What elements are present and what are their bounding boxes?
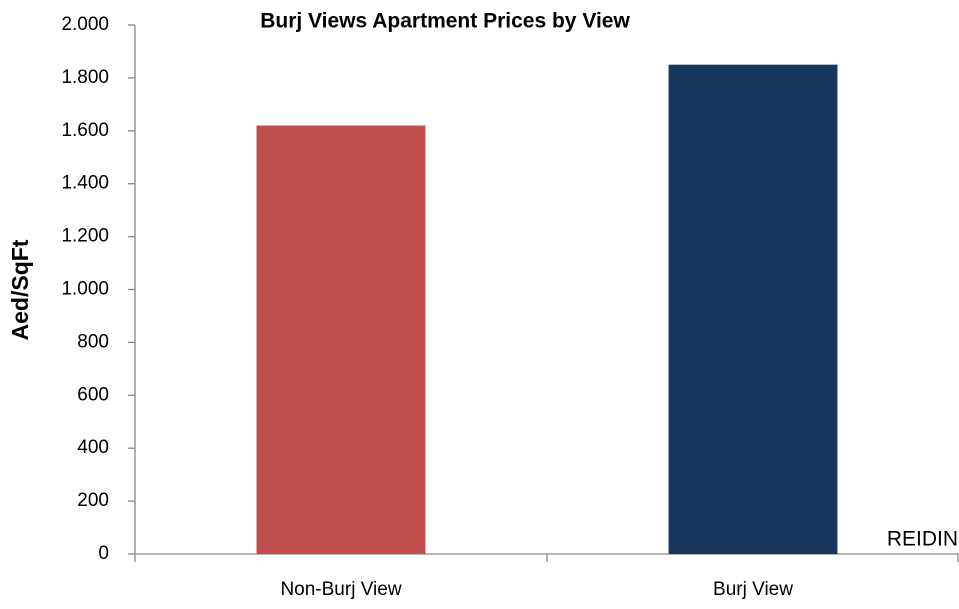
y-tick-label: 2.000 — [61, 14, 109, 35]
y-tick-label: 800 — [77, 331, 109, 352]
y-tick-label: 1.000 — [61, 279, 109, 300]
y-tick-label: 600 — [77, 384, 109, 405]
x-tick-label: Non-Burj View — [280, 579, 401, 600]
bar — [668, 64, 838, 555]
annotation: REIDIN — [887, 528, 958, 551]
y-tick-label: 400 — [77, 437, 109, 458]
x-tick-label: Burj View — [713, 579, 793, 600]
chart-title: Burj Views Apartment Prices by View — [260, 10, 630, 33]
y-tick-label: 200 — [77, 490, 109, 511]
y-tick-label: 1.800 — [61, 67, 109, 88]
y-tick-label: 1.200 — [61, 226, 109, 247]
y-tick-label: 1.600 — [61, 120, 109, 141]
y-tick-label: 0 — [98, 543, 109, 564]
y-axis-label: Aed/SqFt — [7, 239, 33, 340]
y-tick-label: 1.400 — [61, 173, 109, 194]
bar — [256, 125, 426, 554]
